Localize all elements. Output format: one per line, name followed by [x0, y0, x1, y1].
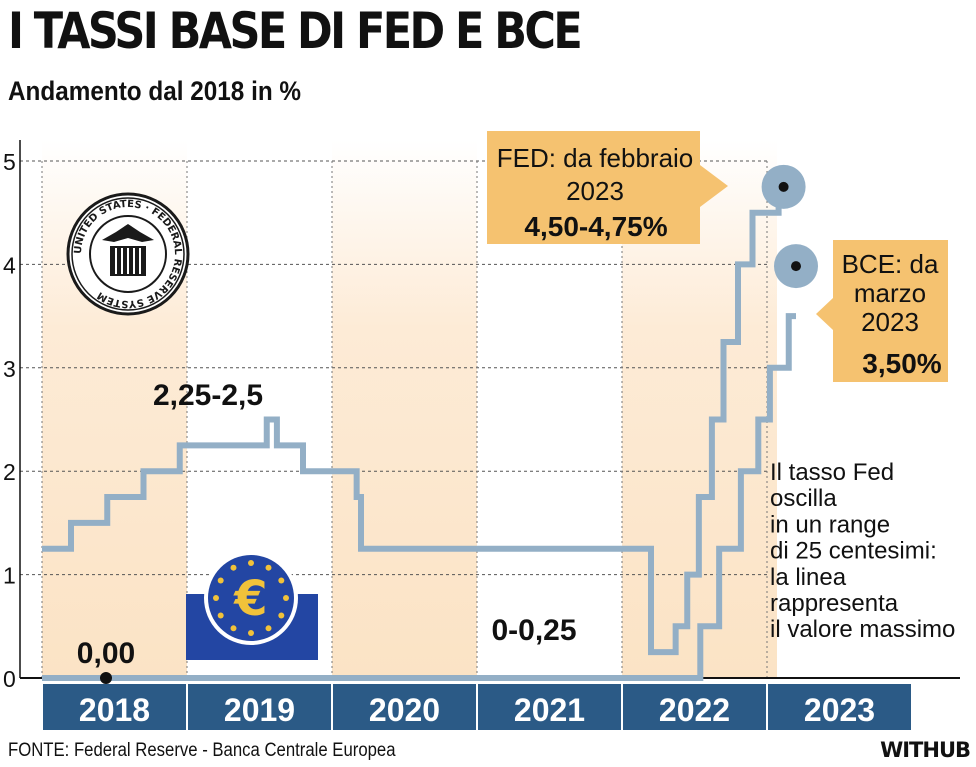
- note-line-5: rappresenta: [770, 590, 899, 617]
- source-note: FONTE: Federal Reserve - Banca Centrale …: [8, 740, 396, 761]
- fed-callout-value: 4,50-4,75%: [524, 211, 667, 242]
- year-label-2021: 2021: [514, 692, 585, 728]
- chart-subtitle: Andamento dal 2018 in %: [8, 76, 302, 106]
- y-tick-label-0: 0: [3, 666, 16, 692]
- y-tick-label-3: 3: [3, 356, 16, 382]
- fed-seal-logo: UNITED STATES · FEDERAL RESERVE SYSTEM: [66, 192, 190, 316]
- chart-title: I TASSI BASE DI FED E BCE: [8, 2, 583, 60]
- year-label-2022: 2022: [659, 692, 730, 728]
- note-line-0: Il tasso Fed: [770, 459, 894, 486]
- year-cell-2022: [623, 684, 766, 730]
- ecb-star-11: [230, 564, 237, 571]
- fed-callout-box: [487, 131, 728, 244]
- ecb-star-2: [278, 577, 285, 584]
- note-line-1: oscilla: [770, 485, 837, 512]
- year-cell-2018: [43, 684, 186, 730]
- note-line-2: in un range: [770, 511, 890, 538]
- y-tick-label-1: 1: [3, 563, 16, 589]
- bce-callout-line-0: BCE: da: [842, 249, 939, 279]
- annotation-zero: 0,00: [77, 637, 135, 670]
- year-label-2020: 2020: [369, 692, 440, 728]
- bce-start-dot: [100, 672, 112, 684]
- note-line-3: di 25 centesimi:: [770, 538, 937, 565]
- ecb-star-0: [248, 560, 254, 566]
- fed-endpoint-dot: [778, 181, 789, 192]
- year-cell-2021: [478, 684, 621, 730]
- ecb-euro-logo: €: [186, 551, 318, 660]
- note-line-6: il valore massimo: [770, 616, 955, 643]
- bce-callout-box: [816, 240, 948, 382]
- year-band-2020: [332, 140, 477, 678]
- ecb-star-1: [265, 564, 272, 571]
- brand-logo: WITHUB: [880, 738, 971, 762]
- ecb-star-4: [278, 612, 285, 619]
- fed-callout-line-0: FED: da febbraio: [497, 143, 694, 173]
- ecb-star-7: [230, 625, 237, 632]
- ecb-star-6: [248, 630, 254, 636]
- year-cell-2023: [768, 684, 911, 730]
- series-line-bce: [42, 313, 796, 681]
- fed-callout-line-1: 2023: [566, 176, 624, 206]
- annotation-fed-zero: 0-0,25: [491, 614, 576, 647]
- bce-endpoint-dot: [791, 261, 801, 272]
- bce-callout-value: 3,50%: [862, 348, 941, 379]
- year-label-2018: 2018: [79, 692, 150, 728]
- y-tick-label-2: 2: [3, 459, 16, 485]
- year-cell-2019: [188, 684, 331, 730]
- bce-callout-line-1: marzo: [854, 278, 926, 308]
- y-tick-label-5: 5: [3, 149, 16, 175]
- year-label-2023: 2023: [804, 692, 875, 728]
- year-cell-2020: [333, 684, 476, 730]
- ecb-star-9: [213, 595, 219, 601]
- euro-symbol-icon: €: [233, 571, 267, 627]
- y-tick-label-4: 4: [3, 252, 16, 278]
- annotation-fed-start: 2,25-2,5: [153, 379, 263, 412]
- ecb-star-3: [283, 595, 289, 601]
- ecb-star-5: [265, 625, 272, 632]
- year-label-2019: 2019: [224, 692, 295, 728]
- ecb-star-10: [217, 577, 224, 584]
- ecb-star-8: [217, 612, 224, 619]
- note-line-4: la linea: [770, 564, 847, 591]
- bce-callout-line-2: 2023: [861, 307, 919, 337]
